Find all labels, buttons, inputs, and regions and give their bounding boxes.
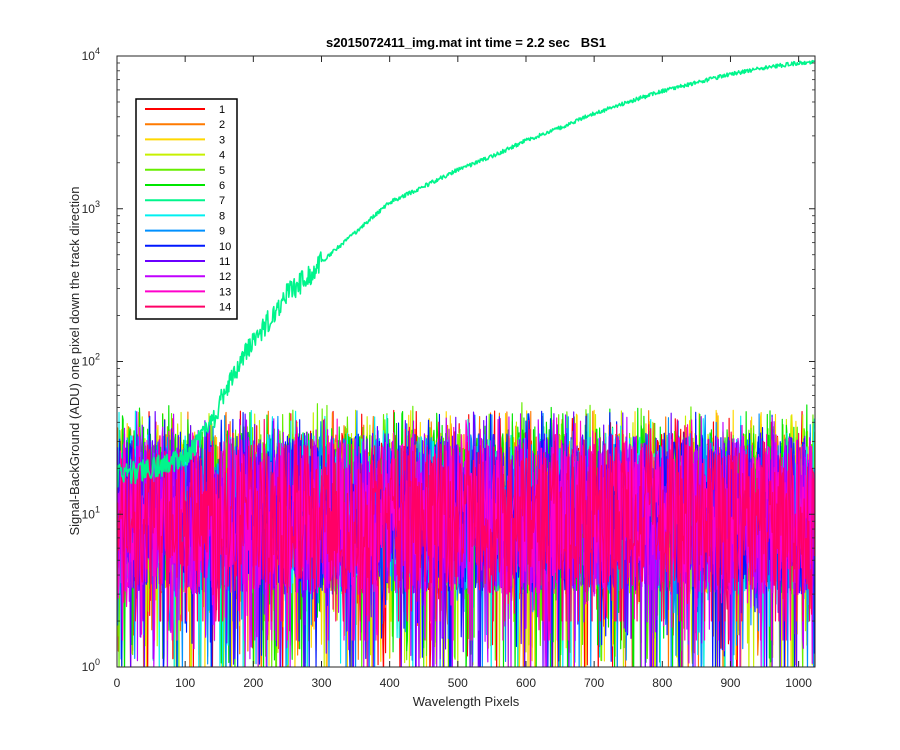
series-line-7 (117, 59, 815, 488)
y-tick-exponent-3: 3 (95, 199, 100, 209)
legend-label-11: 11 (219, 256, 230, 268)
y-axis-label: Signal-BackGround (ADU) one pixel down t… (67, 186, 82, 535)
x-tick-label-6: 600 (516, 676, 536, 690)
legend-label-4: 4 (219, 150, 225, 162)
x-tick-label-8: 800 (652, 676, 672, 690)
legend-label-3: 3 (219, 134, 225, 146)
x-tick-label-7: 700 (584, 676, 604, 690)
y-tick-exponent-2: 2 (95, 352, 100, 362)
x-axis-label: Wavelength Pixels (413, 694, 520, 709)
x-tick-label-2: 200 (243, 676, 263, 690)
legend-label-2: 2 (219, 119, 225, 131)
ticks-layer: 0 100 200 300 400 500 600 700 800 900 100010010110… (82, 46, 815, 690)
series-line-14 (117, 418, 815, 622)
y-tick-exponent-4: 4 (95, 46, 100, 56)
y-tick-exponent-0: 0 (95, 657, 100, 667)
legend-label-10: 10 (219, 241, 231, 253)
legend-label-1: 1 (219, 104, 225, 116)
y-tick-exponent-1: 1 (95, 504, 100, 514)
legend-label-5: 5 (219, 165, 225, 177)
legend-box (135, 98, 238, 320)
legend-label-8: 8 (219, 210, 225, 222)
x-tick-label-5: 500 (448, 676, 468, 690)
x-tick-label-0: 0 (114, 676, 121, 690)
legend-label-12: 12 (219, 271, 231, 283)
legend-label-13: 13 (219, 286, 231, 298)
x-tick-label-1: 100 (175, 676, 195, 690)
legend-label-14: 14 (219, 302, 231, 314)
x-tick-label-9: 900 (720, 676, 740, 690)
legend-label-6: 6 (219, 180, 225, 192)
x-tick-label-4: 400 (380, 676, 400, 690)
legend-label-9: 9 (219, 226, 225, 238)
legend-label-7: 7 (219, 195, 225, 207)
series-layer (117, 59, 815, 667)
chart-title: s2015072411_img.mat int time = 2.2 sec B… (326, 35, 606, 50)
x-tick-label-3: 300 (311, 676, 331, 690)
x-tick-label-10: 1000 (785, 676, 812, 690)
